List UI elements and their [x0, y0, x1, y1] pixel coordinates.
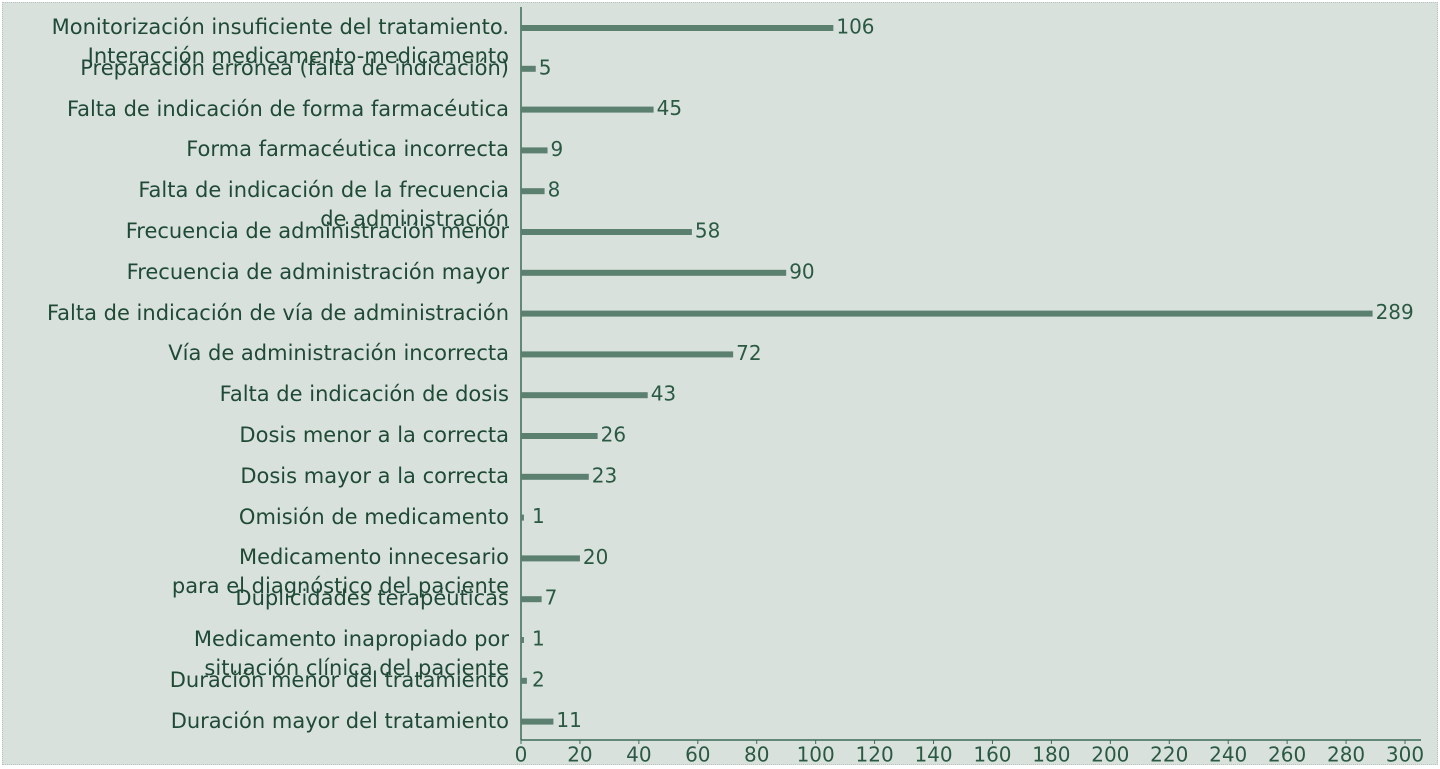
value-label: 58 — [695, 219, 720, 243]
value-label: 289 — [1376, 300, 1414, 324]
x-tick-label: 80 — [744, 743, 769, 767]
value-label: 5 — [539, 55, 552, 79]
category-label: Dosis mayor a la correcta — [240, 463, 509, 488]
bar — [521, 351, 734, 358]
value-label: 2 — [532, 667, 545, 691]
category-label: Omisión de medicamento — [238, 504, 509, 529]
bar — [521, 229, 692, 235]
category-label: Vía de administración incorrecta — [168, 341, 509, 366]
value-label: 43 — [651, 382, 676, 406]
bar — [521, 25, 834, 31]
value-label: 9 — [551, 137, 564, 161]
category-label: Dosis menor a la correcta — [239, 423, 509, 447]
bar — [521, 637, 524, 643]
value-label: 7 — [545, 586, 558, 610]
x-tick-label: 200 — [1091, 743, 1129, 767]
category-label: Forma farmacéutica incorrecta — [186, 137, 509, 162]
bar — [521, 65, 536, 72]
bar — [521, 310, 1373, 317]
category-label: Preparación errónea (falta de indicación… — [80, 55, 509, 80]
x-tick-label: 140 — [914, 743, 952, 767]
value-label: 90 — [789, 259, 814, 283]
value-label: 11 — [556, 708, 581, 732]
value-label: 1 — [532, 504, 545, 528]
bar — [521, 677, 527, 684]
plot: 0 20 40 60 80 100 120 140 160 180 200 220 240 260 280 3… — [515, 7, 1424, 767]
x-tick-label: 100 — [797, 743, 835, 767]
value-label: 106 — [836, 15, 874, 39]
value-label: 20 — [583, 545, 608, 569]
category-label: Frecuencia de administración mayor — [126, 259, 509, 284]
bar — [521, 718, 554, 725]
x-tick-label: 240 — [1209, 743, 1247, 767]
value-label: 1 — [532, 627, 545, 651]
x-tick-label: 180 — [1032, 743, 1070, 767]
category-label: Duración menor del tratamiento — [169, 667, 509, 692]
bar — [521, 433, 598, 439]
value-label: 23 — [592, 463, 617, 487]
x-tick-label: 20 — [567, 743, 592, 767]
x-tick-label: 40 — [626, 743, 651, 767]
bar — [521, 596, 542, 603]
category-label: Monitorización insuficiente del tratamie… — [51, 15, 509, 68]
x-tick-label: 260 — [1268, 743, 1306, 767]
x-tick-label: 300 — [1386, 743, 1424, 767]
x-tick-label: 220 — [1150, 743, 1188, 767]
category-label: Medicamento inapropiado por situación cl… — [193, 627, 509, 680]
category-label: Falta de indicación de la frecuencia de … — [138, 178, 509, 232]
value-label: 45 — [657, 96, 682, 120]
bar — [521, 555, 580, 562]
x-tick-label: 280 — [1327, 743, 1365, 767]
category-label: Falta de indicación de forma farmacéutic… — [66, 96, 509, 121]
category-label: Duración mayor del tratamiento — [170, 708, 509, 733]
category-label: Falta de indicación de vía de administra… — [47, 300, 509, 325]
category-label: Frecuencia de administración menor — [125, 219, 509, 243]
bar — [521, 188, 545, 195]
category-label: Falta de indicación de dosis — [219, 382, 509, 407]
x-tick-label: 120 — [856, 743, 894, 767]
x-tick-label: 0 — [515, 743, 528, 767]
category-label: Duplicidades terapéuticas — [235, 586, 509, 611]
x-tick-label: 160 — [973, 743, 1011, 767]
value-label: 72 — [736, 341, 761, 365]
bar — [521, 106, 654, 113]
bar — [521, 514, 524, 521]
bar — [521, 269, 787, 276]
bar — [521, 147, 548, 154]
category-label: Medicamento innecesario para el diagnóst… — [171, 545, 509, 599]
value-label: 26 — [601, 423, 626, 447]
bar — [521, 392, 648, 399]
bar — [521, 473, 589, 480]
x-tick-label: 60 — [685, 743, 710, 767]
value-label: 8 — [548, 178, 561, 202]
